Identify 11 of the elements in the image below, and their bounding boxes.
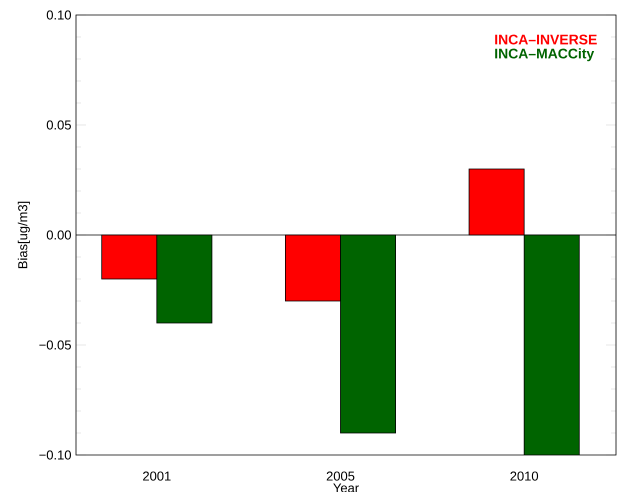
y-tick-label: −0.10 [39,450,71,460]
y-tick-label: 0.00 [46,230,71,240]
text: INCA–MACCity [495,48,594,62]
y-tick-label: 0.10 [46,10,71,20]
text: INCA–INVERSE [495,34,597,44]
x-tick-label: 2010 [510,472,538,481]
y-tick-label: −0.05 [39,340,71,350]
y-tick-label: 0.05 [46,120,71,130]
y-axis-title: Bias[ug/m3] [18,202,30,268]
x-tick-label: 2005 [326,472,354,481]
x-tick-label: 2001 [143,472,171,481]
